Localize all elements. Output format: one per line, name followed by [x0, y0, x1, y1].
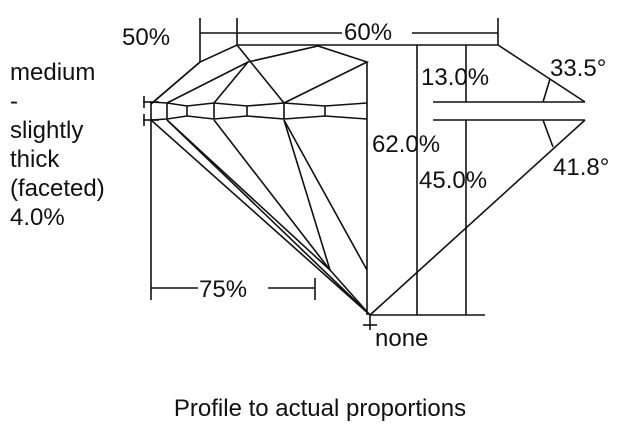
girdle-label-line: thick: [10, 146, 60, 173]
crown-angle-label: 33.5°: [550, 55, 606, 82]
table-label: 60%: [344, 19, 392, 46]
pavilion-depth-label: 45.0%: [419, 167, 487, 194]
girdle-label-line: -: [10, 88, 18, 115]
girdle-label-line: slightly: [10, 117, 83, 144]
caption: Profile to actual proportions: [174, 395, 466, 422]
total-depth-label: 62.0%: [372, 131, 440, 158]
pavilion-angle-label: 41.8°: [553, 154, 609, 181]
diamond-outline: [150, 44, 498, 316]
dimension-lines: [143, 18, 586, 330]
star-width-label: 50%: [122, 24, 170, 51]
girdle-label-line: (faceted): [10, 175, 105, 202]
girdle-label-line: medium: [10, 59, 95, 86]
lower-half-label: 75%: [199, 276, 247, 303]
girdle-label-line: 4.0%: [10, 204, 65, 231]
crown-height-label: 13.0%: [421, 64, 489, 91]
culet-label: none: [375, 325, 428, 352]
